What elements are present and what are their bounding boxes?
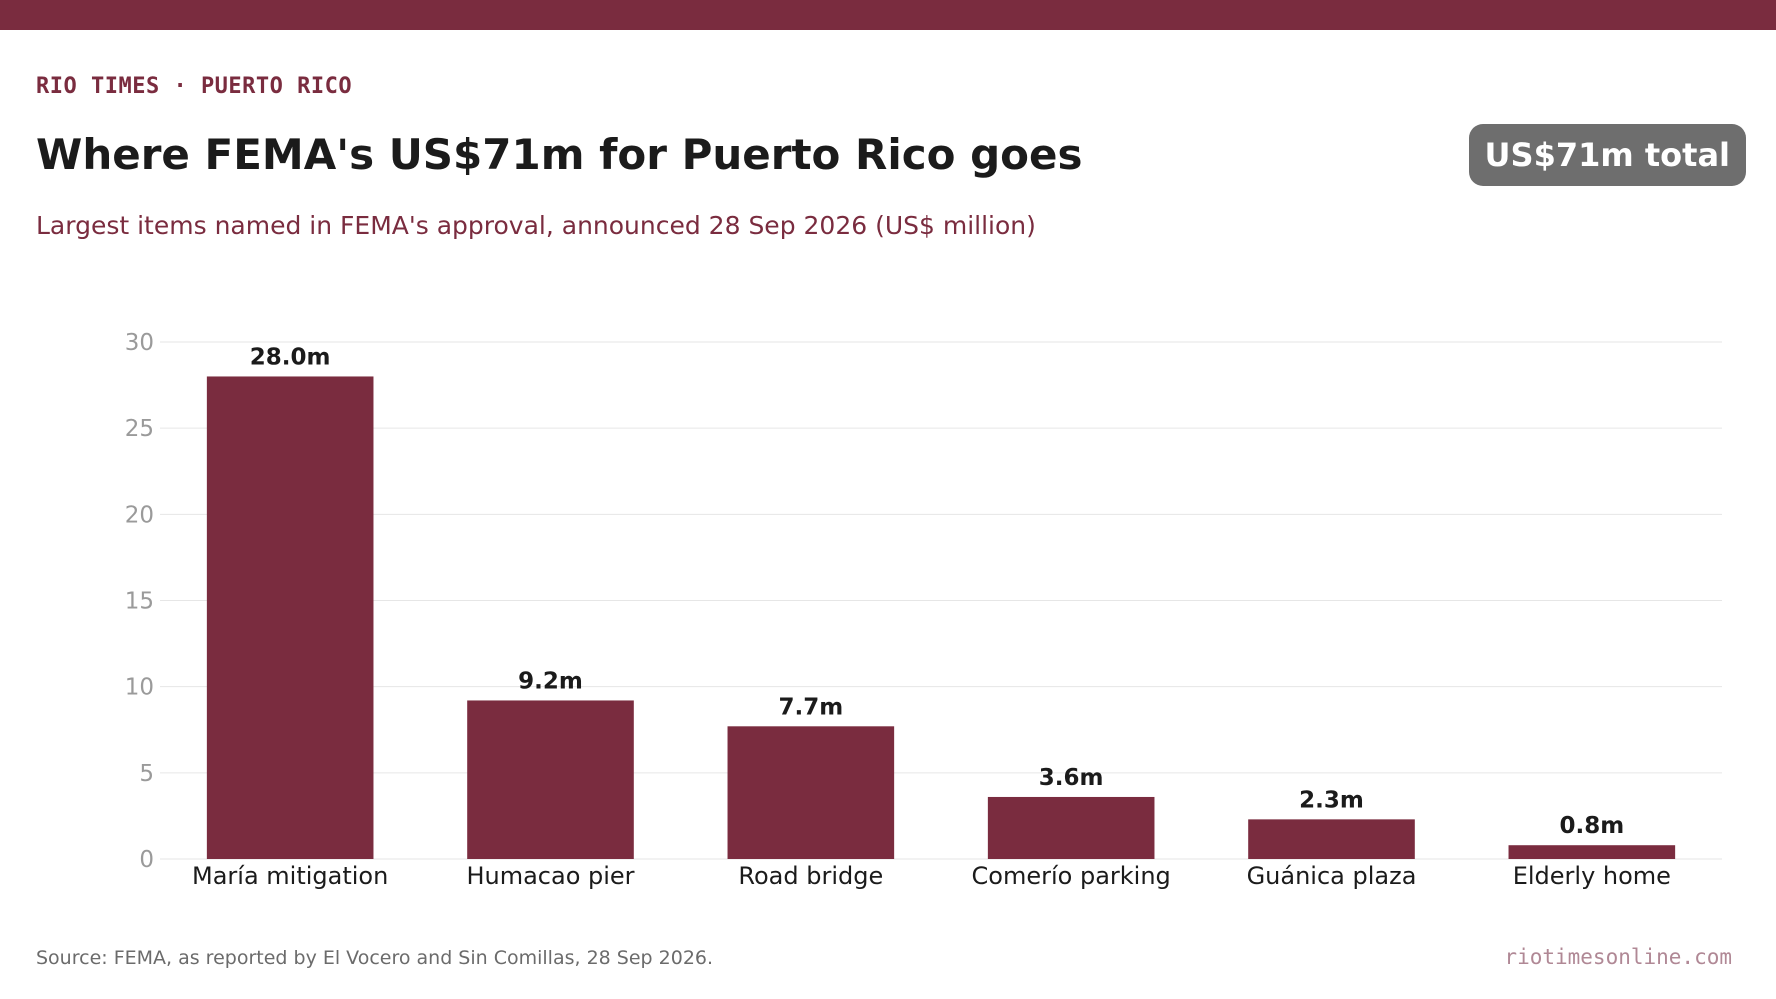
y-tick-label: 15 — [125, 589, 154, 615]
bar-data-label: 7.7m — [778, 694, 843, 720]
bar-data-label: 0.8m — [1559, 813, 1624, 839]
bar — [206, 376, 374, 859]
top-accent-bar — [0, 0, 1776, 30]
bar — [467, 700, 634, 859]
bar-data-label: 3.6m — [1039, 765, 1104, 791]
chart-title: Where FEMA's US$71m for Puerto Rico goes — [36, 130, 1083, 179]
publication-kicker: RIO TIMES · PUERTO RICO — [36, 74, 353, 99]
source-note: Source: FEMA, as reported by El Vocero a… — [36, 947, 714, 969]
bar — [987, 796, 1155, 859]
bar-data-label: 9.2m — [518, 668, 583, 694]
y-tick-label: 25 — [125, 416, 154, 442]
y-tick-label: 10 — [125, 675, 154, 701]
bar-data-label: 2.3m — [1299, 787, 1364, 813]
y-tick-label: 5 — [139, 761, 154, 787]
bar — [1508, 845, 1676, 859]
y-tick-label: 30 — [125, 330, 154, 356]
x-category-label: Guánica plaza — [1247, 862, 1417, 890]
y-tick-label: 0 — [139, 847, 154, 873]
chart-subtitle: Largest items named in FEMA's approval, … — [36, 211, 1036, 240]
x-category-label: Humacao pier — [466, 862, 634, 890]
x-category-label: María mitigation — [192, 862, 388, 890]
x-category-label: Comerío parking — [972, 862, 1171, 890]
bar — [727, 726, 895, 859]
site-url[interactable]: riotimesonline.com — [1504, 945, 1732, 969]
y-tick-label: 20 — [125, 502, 154, 528]
x-category-label: Road bridge — [738, 862, 883, 890]
bar — [1248, 819, 1415, 859]
x-category-label: Elderly home — [1513, 862, 1671, 890]
total-badge: US$71m total — [1468, 124, 1746, 186]
bar-data-label: 28.0m — [250, 344, 331, 370]
